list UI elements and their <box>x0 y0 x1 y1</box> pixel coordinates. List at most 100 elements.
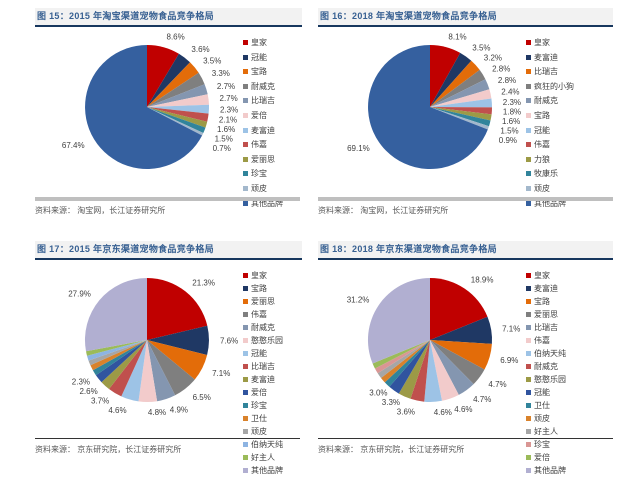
legend-label: 憨憨乐园 <box>534 375 566 384</box>
legend-swatch <box>243 40 248 45</box>
pie-data-label: 0.7% <box>213 144 231 153</box>
pie-slice-其他品牌 <box>368 45 488 169</box>
pie-slice-比瑞吉 <box>430 340 474 395</box>
legend-item-其他品牌: 其他品牌 <box>526 465 566 476</box>
legend-item-皇家: 皇家 <box>243 37 283 48</box>
legend-item-其他品牌: 其他品牌 <box>243 198 283 209</box>
pie-slice-麦富迪 <box>147 104 210 114</box>
legend-swatch <box>243 416 248 421</box>
pie-data-label: 4.7% <box>473 395 491 404</box>
legend-label: 伟嘉 <box>534 336 550 345</box>
legend-item-伟嘉: 伟嘉 <box>526 139 574 150</box>
legend-swatch <box>243 273 248 278</box>
pie-data-label: 3.5% <box>203 56 221 65</box>
figure-17-panel: 图 17：2015 年京东渠道宠物食品竞争格局 21.3% 7.6% 7.1% 6.5… <box>0 233 310 475</box>
legend-swatch <box>243 455 248 460</box>
pie-data-label: 2.7% <box>220 94 238 103</box>
pie-slice-顽皮 <box>147 107 204 136</box>
legend-item-冠能: 冠能 <box>243 348 283 359</box>
pie-slice-憨憨乐园 <box>138 340 158 403</box>
legend-label: 比瑞吉 <box>534 323 558 332</box>
legend-item-珍宝: 珍宝 <box>243 168 283 179</box>
pie-data-label: 27.9% <box>68 289 91 298</box>
figure-16-panel: 图 16：2018 年淘宝渠道宠物食品竞争格局 8.1% 3.5% 3.2% 2.8%… <box>310 0 619 233</box>
legend-swatch <box>243 403 248 408</box>
legend-item-卫仕: 卫仕 <box>243 413 283 424</box>
pie-slice-比瑞吉 <box>430 60 480 107</box>
pie-slice-珍宝 <box>147 107 206 133</box>
figure-18-pie-chart: 18.9%7.1%6.9%4.7%4.7%4.6%4.6%3.6%3.3%3.0… <box>347 276 521 418</box>
legend-label: 珍宝 <box>251 169 267 179</box>
legend-label: 麦富迪 <box>534 284 558 293</box>
pie-slice-冠能 <box>430 98 493 108</box>
legend-swatch <box>243 338 248 343</box>
pie-data-label: 2.8% <box>498 76 516 85</box>
legend-label: 顽皮 <box>251 183 267 193</box>
legend-item-憨憨乐园: 憨憨乐园 <box>526 374 566 385</box>
legend-item-麦富迪: 麦富迪 <box>243 125 283 136</box>
pie-slice-伟嘉 <box>147 340 195 396</box>
legend-item-伟嘉: 伟嘉 <box>243 309 283 320</box>
legend-label: 其他品牌 <box>251 198 283 208</box>
legend-label: 力狼 <box>534 154 550 164</box>
legend-swatch <box>526 54 531 60</box>
pie-data-label: 18.9% <box>471 276 494 285</box>
legend-label: 伟嘉 <box>251 140 267 150</box>
legend-item-顽皮: 顽皮 <box>526 413 566 424</box>
legend-item-麦富迪: 麦富迪 <box>243 374 283 385</box>
pie-slice-比瑞吉 <box>147 84 208 107</box>
legend-swatch <box>243 171 248 177</box>
pie-slice-冠能 <box>389 340 430 394</box>
legend-label: 比瑞吉 <box>251 362 275 371</box>
legend-label: 爱倍 <box>251 110 267 120</box>
legend-label: 麦富迪 <box>251 375 275 384</box>
pie-slice-爱丽思 <box>147 107 208 128</box>
legend-item-力狼: 力狼 <box>526 154 574 165</box>
pie-data-label: 3.0% <box>369 388 387 397</box>
figure-18-body: 18.9% 7.1% 6.9% 4.7% 4.7% 4.6% 4.6% 3.6% 3.3% 3.0… <box>318 260 613 478</box>
pie-data-label: 1.6% <box>217 125 235 134</box>
legend-label: 爱倍 <box>534 453 550 462</box>
figure-15-panel: 图 15：2015 年淘宝渠道宠物食品竞争格局 8.6% 3.6% 3.5% 3.3%… <box>0 0 310 233</box>
pie-data-label: 7.1% <box>212 369 230 378</box>
legend-swatch <box>243 156 248 162</box>
legend-label: 耐威克 <box>251 323 275 332</box>
pie-slice-卫仕 <box>90 340 147 371</box>
legend-item-比瑞吉: 比瑞吉 <box>526 66 574 77</box>
pie-slice-麦富迪 <box>430 52 472 107</box>
pie-slice-耐威克 <box>147 72 205 107</box>
legend-item-伯纳天纯: 伯纳天纯 <box>526 348 566 359</box>
legend-swatch <box>526 312 531 317</box>
pie-data-label: 1.8% <box>503 108 521 117</box>
legend-swatch <box>243 468 248 473</box>
legend-swatch <box>243 390 248 395</box>
pie-data-label: 2.3% <box>72 378 90 387</box>
source-text: 资料来源： 京东研究院，长江证券研究所 <box>35 445 182 454</box>
legend-swatch <box>526 40 531 45</box>
legend-item-冠能: 冠能 <box>526 125 574 136</box>
pie-slice-力狼 <box>430 107 492 121</box>
pie-data-label: 21.3% <box>192 279 215 288</box>
legend-swatch <box>526 299 531 304</box>
figure-17-source-row: 资料来源： 京东研究院，长江证券研究所 <box>35 438 300 455</box>
legend-item-比瑞吉: 比瑞吉 <box>243 95 283 106</box>
figure-16-title: 图 16：2018 年淘宝渠道宠物食品竞争格局 <box>318 8 613 27</box>
legend-swatch <box>243 442 248 447</box>
legend-item-麦富迪: 麦富迪 <box>526 52 574 63</box>
legend-item-爱倍: 爱倍 <box>526 452 566 463</box>
legend-item-宝路: 宝路 <box>526 296 566 307</box>
legend-label: 顽皮 <box>534 183 550 193</box>
legend-swatch <box>526 273 531 278</box>
pie-slice-伯纳天纯 <box>424 340 442 402</box>
pie-data-label: 1.5% <box>500 127 518 136</box>
pie-data-label: 1.5% <box>215 135 233 144</box>
legend-swatch <box>526 429 531 434</box>
legend-swatch <box>243 312 248 317</box>
legend-swatch <box>526 127 531 133</box>
pie-data-label: 8.6% <box>167 33 185 42</box>
legend-label: 宝路 <box>251 284 267 293</box>
pie-slice-爱丽思 <box>147 340 208 380</box>
legend-label: 宝路 <box>534 110 550 120</box>
legend-item-顽皮: 顽皮 <box>526 183 574 194</box>
